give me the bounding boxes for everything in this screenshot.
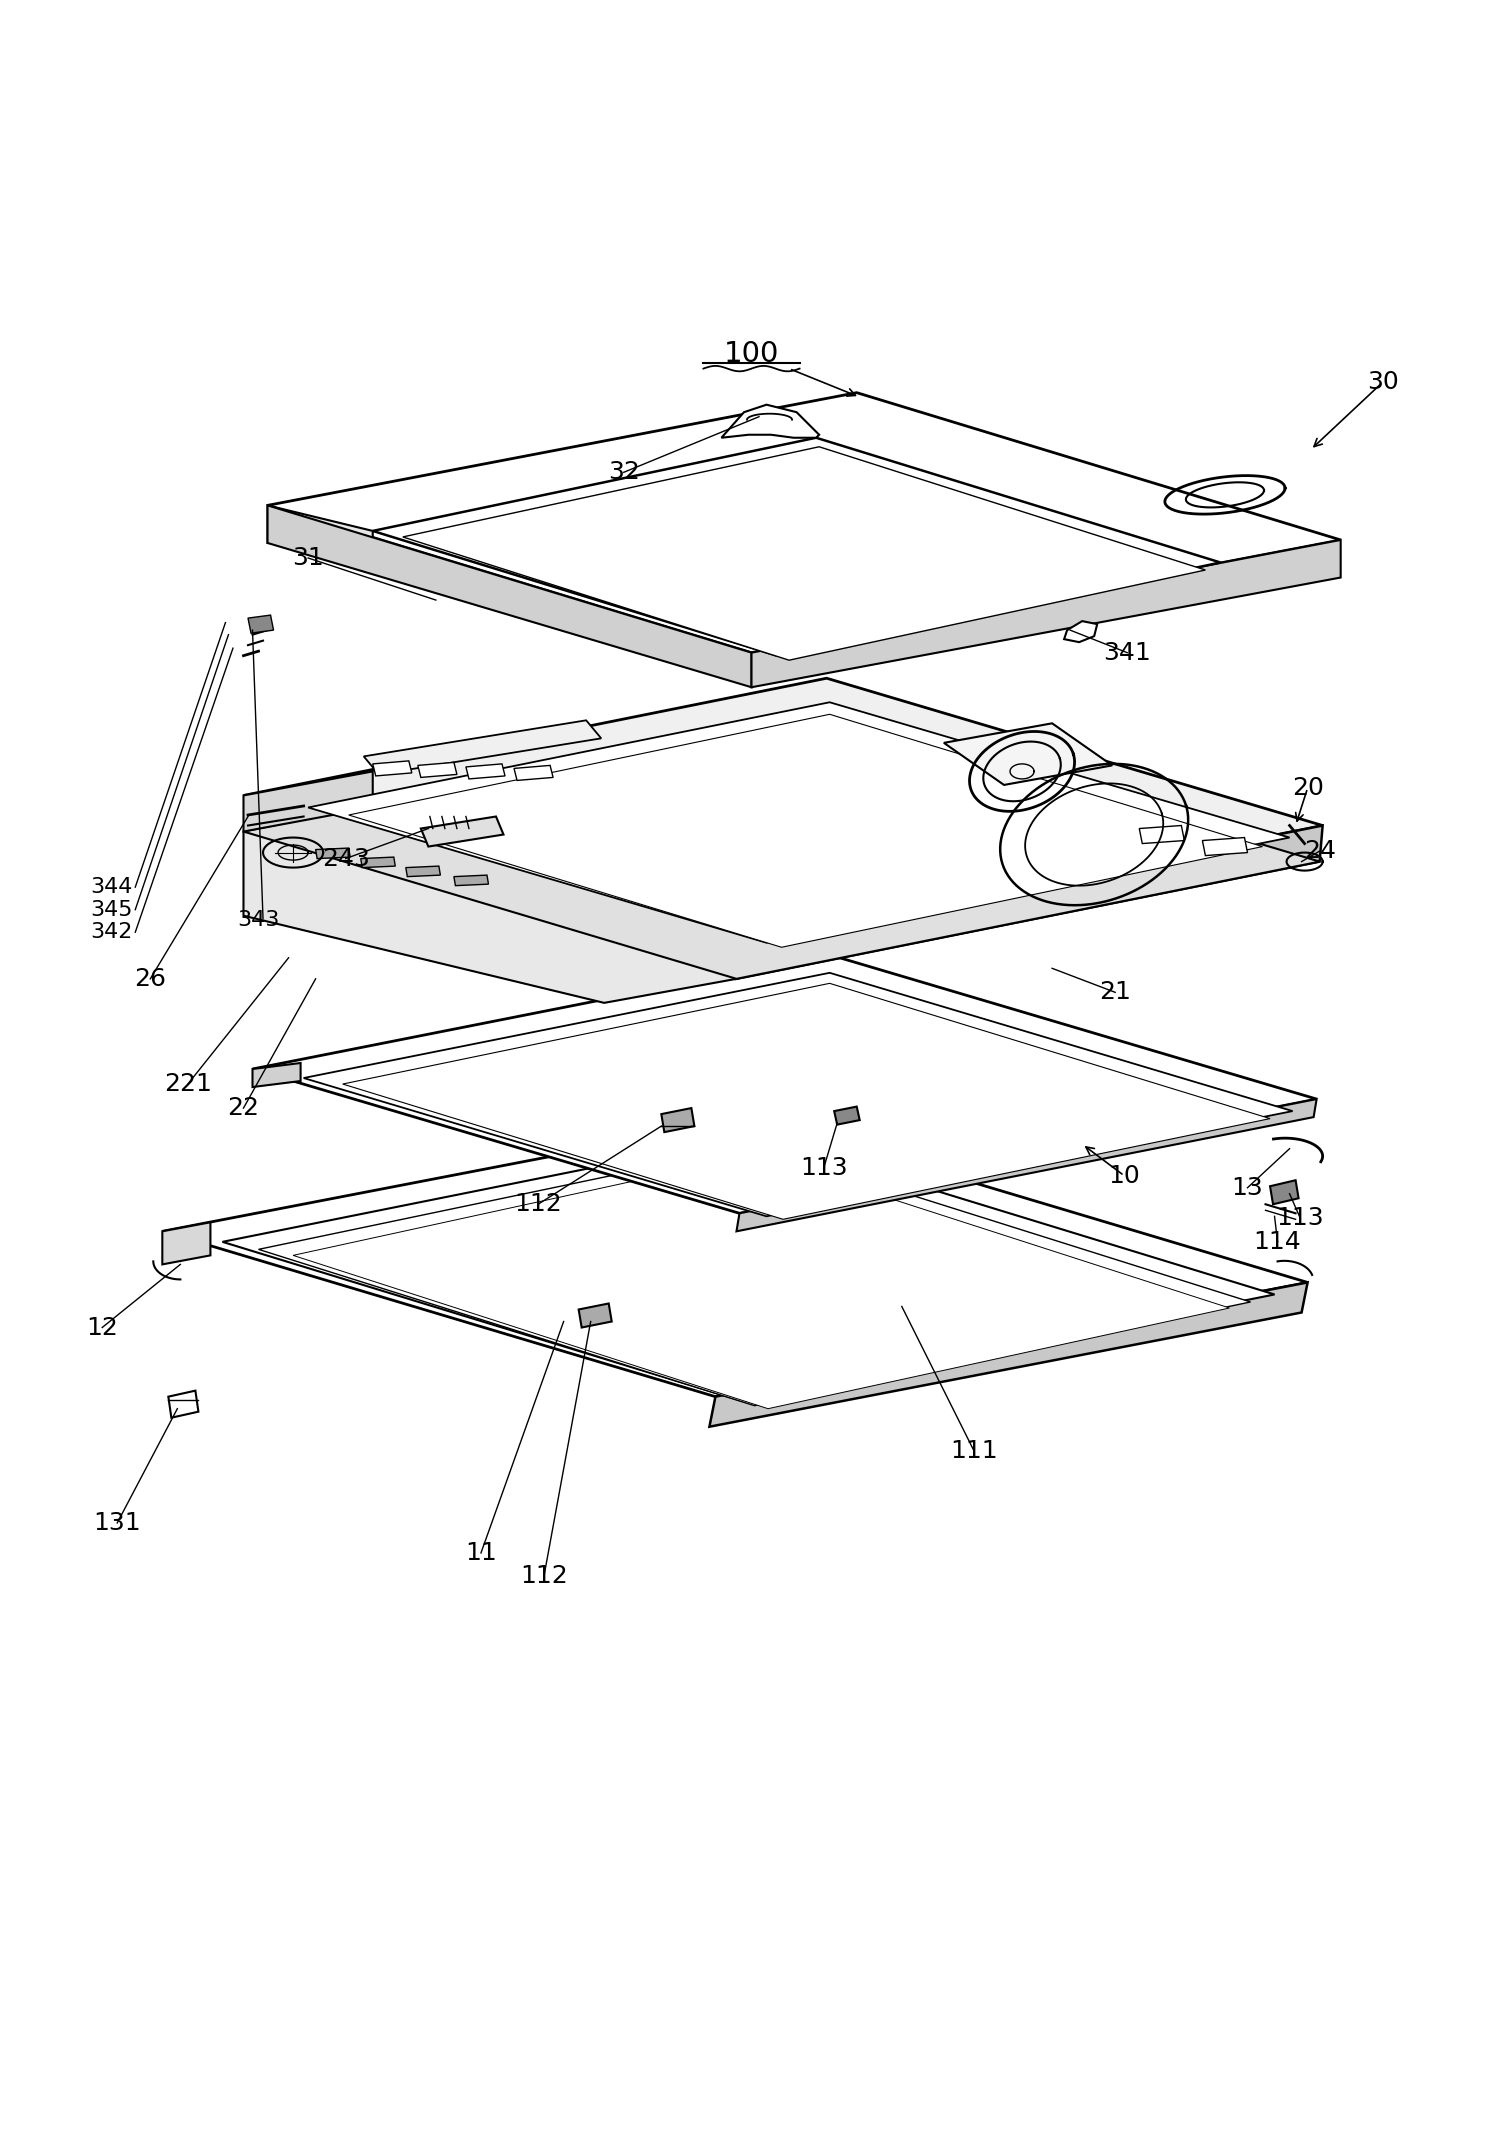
Polygon shape bbox=[308, 701, 1290, 942]
Text: 344: 344 bbox=[90, 876, 132, 898]
Polygon shape bbox=[293, 1156, 1229, 1409]
Polygon shape bbox=[243, 714, 1320, 979]
Text: 114: 114 bbox=[1254, 1230, 1302, 1254]
Polygon shape bbox=[736, 1100, 1317, 1232]
Text: 111: 111 bbox=[950, 1439, 998, 1463]
Polygon shape bbox=[162, 1222, 210, 1264]
Polygon shape bbox=[373, 761, 412, 776]
Text: 345: 345 bbox=[90, 900, 132, 919]
Polygon shape bbox=[248, 616, 274, 633]
Polygon shape bbox=[1202, 838, 1247, 855]
Text: 112: 112 bbox=[520, 1563, 568, 1588]
Text: 13: 13 bbox=[1231, 1175, 1264, 1200]
Polygon shape bbox=[514, 765, 553, 780]
Polygon shape bbox=[466, 763, 505, 778]
Polygon shape bbox=[259, 1145, 1250, 1405]
Polygon shape bbox=[349, 714, 1263, 947]
Polygon shape bbox=[454, 874, 488, 885]
Text: 22: 22 bbox=[227, 1096, 260, 1119]
Text: 113: 113 bbox=[1276, 1207, 1324, 1230]
Polygon shape bbox=[658, 1132, 691, 1153]
Text: 342: 342 bbox=[90, 923, 132, 942]
Polygon shape bbox=[268, 505, 373, 546]
Polygon shape bbox=[268, 505, 752, 687]
Polygon shape bbox=[579, 1303, 612, 1328]
Polygon shape bbox=[1270, 1181, 1299, 1205]
Polygon shape bbox=[268, 392, 1341, 652]
Text: 32: 32 bbox=[607, 461, 640, 484]
Polygon shape bbox=[243, 772, 373, 831]
Polygon shape bbox=[736, 825, 1323, 979]
Polygon shape bbox=[343, 983, 1270, 1220]
Polygon shape bbox=[243, 678, 1323, 942]
Text: 30: 30 bbox=[1366, 371, 1399, 394]
Polygon shape bbox=[834, 1107, 860, 1124]
Polygon shape bbox=[709, 1283, 1308, 1426]
Text: 24: 24 bbox=[1303, 840, 1336, 863]
Polygon shape bbox=[661, 1109, 694, 1132]
Polygon shape bbox=[752, 539, 1341, 687]
Text: 12: 12 bbox=[86, 1315, 119, 1339]
Text: 31: 31 bbox=[292, 546, 325, 569]
Text: 10: 10 bbox=[1108, 1164, 1141, 1188]
Polygon shape bbox=[364, 721, 601, 774]
Polygon shape bbox=[944, 723, 1112, 785]
Polygon shape bbox=[316, 849, 350, 859]
Polygon shape bbox=[1064, 620, 1097, 642]
Text: 20: 20 bbox=[1291, 776, 1324, 800]
Text: 343: 343 bbox=[237, 910, 280, 930]
Text: 26: 26 bbox=[134, 966, 167, 991]
Polygon shape bbox=[304, 972, 1293, 1215]
Polygon shape bbox=[418, 763, 457, 778]
Polygon shape bbox=[406, 866, 440, 876]
Polygon shape bbox=[168, 1390, 198, 1418]
Polygon shape bbox=[253, 955, 1317, 1213]
Polygon shape bbox=[373, 437, 1220, 657]
Text: 131: 131 bbox=[93, 1512, 141, 1535]
Polygon shape bbox=[361, 857, 395, 868]
Polygon shape bbox=[162, 1117, 1308, 1396]
Text: 243: 243 bbox=[322, 846, 370, 870]
Text: 100: 100 bbox=[724, 339, 779, 367]
Polygon shape bbox=[222, 1134, 1275, 1401]
Text: 112: 112 bbox=[514, 1192, 562, 1215]
Polygon shape bbox=[1139, 825, 1184, 844]
Polygon shape bbox=[243, 808, 736, 1002]
Text: 21: 21 bbox=[1099, 981, 1132, 1004]
Text: 341: 341 bbox=[1103, 642, 1151, 665]
Text: 11: 11 bbox=[464, 1541, 497, 1565]
Text: 113: 113 bbox=[800, 1156, 848, 1181]
Polygon shape bbox=[721, 405, 819, 437]
Polygon shape bbox=[403, 448, 1205, 661]
Text: 221: 221 bbox=[164, 1072, 212, 1096]
Polygon shape bbox=[421, 817, 504, 846]
Polygon shape bbox=[253, 1064, 301, 1087]
